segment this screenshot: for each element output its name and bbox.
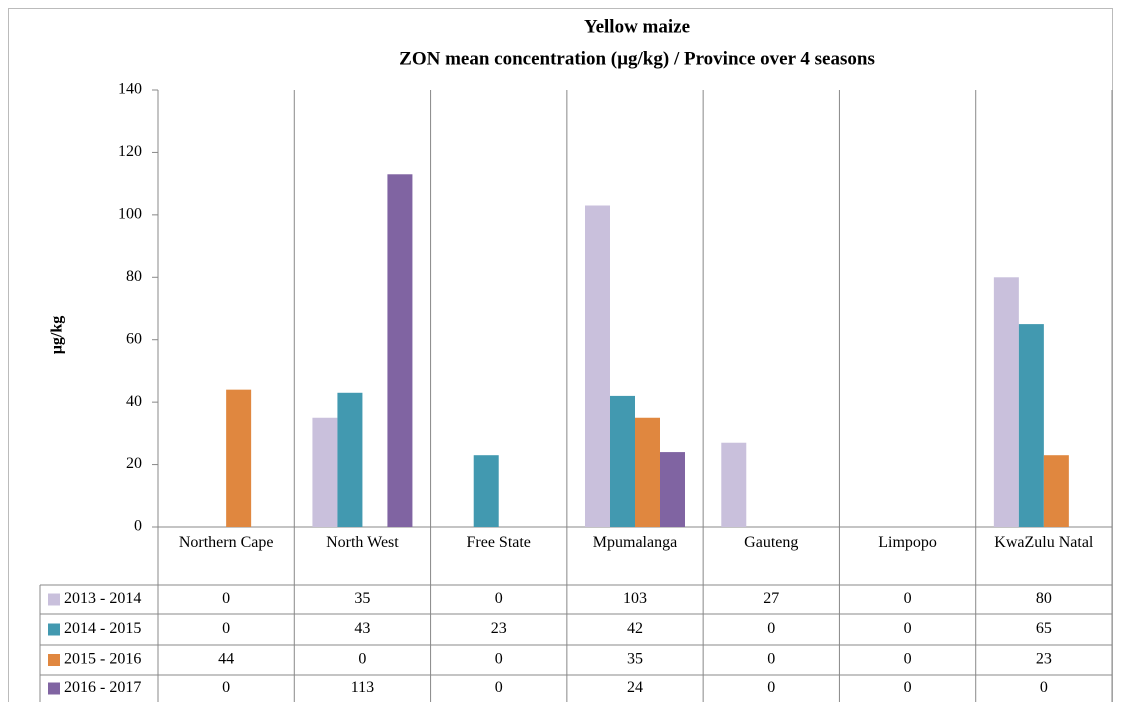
bar [226,389,252,527]
y-tick-label: 100 [118,206,142,223]
table-cell: 43 [354,620,370,637]
x-tick-label: Free State [466,534,531,551]
y-tick-label: 120 [118,143,142,160]
bar [721,442,747,527]
bar [473,455,499,527]
chart-title: Yellow maize [584,16,690,37]
table-cell: 35 [627,651,643,668]
legend-swatch [48,682,60,695]
table-cell: 0 [495,590,503,607]
table-cell: 42 [627,620,643,637]
table-cell: 44 [218,651,234,668]
table-cell: 0 [222,620,230,637]
x-tick-label-box: Gauteng [744,534,799,551]
table-cell: 27 [763,590,779,607]
y-tick-label: 20 [126,455,142,472]
y-tick-label: 0 [134,518,142,535]
table-cell: 65 [1036,620,1052,637]
table-cell: 24 [627,679,643,696]
legend-label: 2016 - 2017 [64,679,141,696]
table-cell: 0 [1040,679,1048,696]
table-cell: 0 [358,651,366,668]
legend-swatch [48,654,60,666]
x-tick-label: Mpumalanga [592,534,678,551]
table-cell: 0 [767,620,775,637]
x-tick-label: Limpopo [878,534,937,551]
table-cell: 0 [495,651,503,668]
bar [993,277,1019,527]
table-cell: 0 [495,679,503,696]
x-tick-label-box: Northern Cape [178,534,274,551]
table-cell: 80 [1036,590,1052,607]
y-tick-label: 40 [126,393,142,410]
table-cell: 0 [767,651,775,668]
bar [1043,455,1069,527]
legend-swatch [48,593,60,606]
x-tick-label-box: KwaZulu Natal [994,534,1094,551]
legend-label: 2015 - 2016 [64,651,141,668]
table-cell: 0 [222,679,230,696]
x-tick-label-box: Free State [466,534,531,551]
table-cell: 0 [767,679,775,696]
table-cell: 103 [623,590,647,607]
bar [610,395,635,527]
table-cell: 0 [904,679,912,696]
x-tick-label: Gauteng [744,534,799,551]
legend-label: 2013 - 2014 [64,590,141,607]
table-cell: 23 [491,620,507,637]
table-cell: 0 [222,590,230,607]
x-tick-label-box: Limpopo [878,534,937,551]
legend-label: 2014 - 2015 [64,620,141,637]
x-tick-label-box: North West [326,534,399,551]
x-tick-label: KwaZulu Natal [994,534,1094,551]
bar [1018,324,1044,527]
y-tick-label: 60 [126,330,142,347]
table-cell: 113 [351,679,374,696]
table-cell: 0 [904,590,912,607]
x-tick-label-box: Mpumalanga [592,534,678,551]
bar [585,205,610,527]
frame [8,8,1113,702]
table-cell: 23 [1036,651,1052,668]
legend-swatch [48,623,60,636]
bar [312,417,338,527]
x-tick-label: Northern Cape [178,534,274,551]
bar [337,392,363,527]
chart-subtitle: ZON mean concentration (µg/kg) / Provinc… [399,48,875,69]
y-axis-label: µg/kg [49,316,66,355]
bar [660,452,685,527]
y-tick-label: 80 [126,268,142,285]
table-cell: 35 [354,590,370,607]
bar [635,417,660,527]
bar [387,174,413,527]
table-cell: 0 [904,651,912,668]
x-tick-label: North West [326,534,399,551]
y-tick-label: 140 [118,81,142,98]
table-cell: 0 [904,620,912,637]
